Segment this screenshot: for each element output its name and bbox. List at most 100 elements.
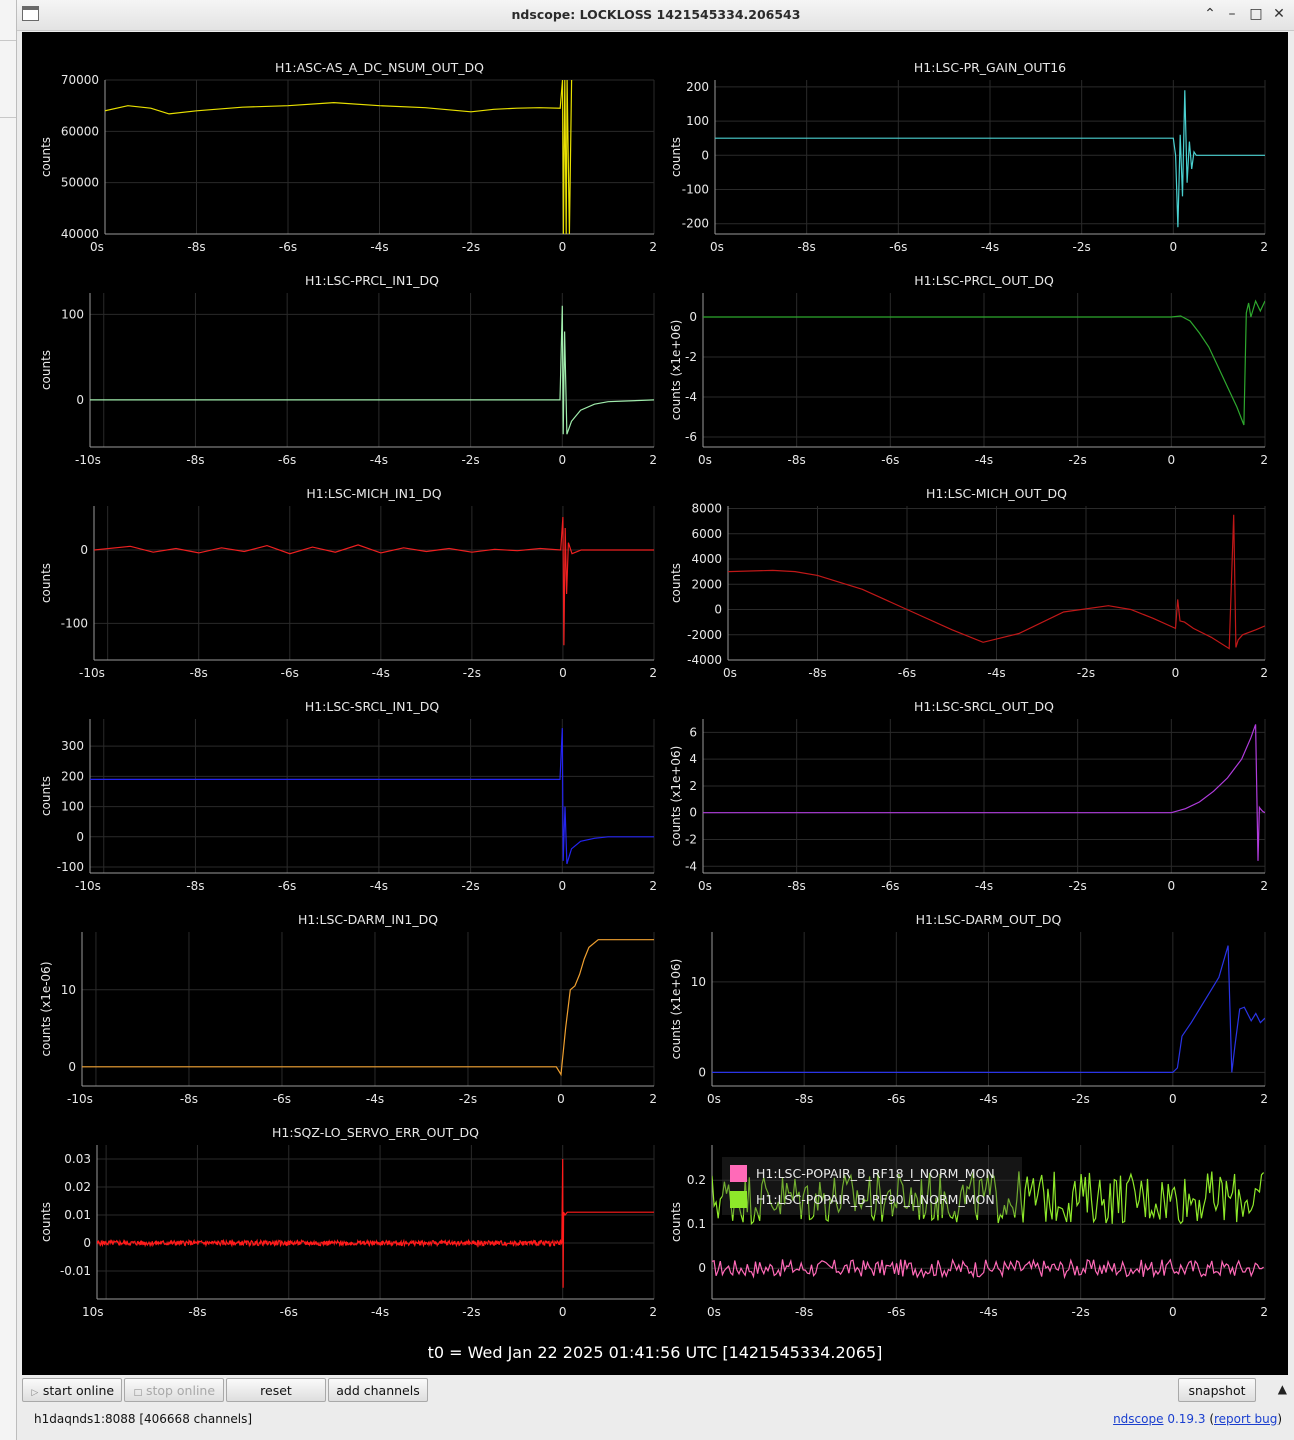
app-window: ndscope: LOCKLOSS 1421545334.206543 ⌃ – … [16, 0, 1294, 1440]
series-line [715, 90, 1265, 228]
x-tick-label: -8s [798, 240, 816, 254]
plot-title: H1:LSC-SRCL_IN1_DQ [305, 699, 440, 714]
x-tick-label: -4s [370, 240, 388, 254]
y-tick-label: -2000 [687, 628, 722, 642]
x-tick-label: 2 [1260, 240, 1268, 254]
legend: H1:LSC-POPAIR_B_RF18_I_NORM_MON H1:LSC-PO… [722, 1157, 1022, 1215]
y-tick-label: -4000 [687, 653, 722, 667]
stop-online-button[interactable]: □ stop online [124, 1378, 224, 1402]
x-tick-label: -8s [180, 1092, 198, 1106]
x-tick-label: -8s [190, 666, 208, 680]
y-tick-label: 300 [61, 739, 84, 753]
plots-canvas[interactable]: H1:ASC-AS_A_DC_NSUM_OUT_DQ70000600005000… [22, 32, 1288, 1332]
report-bug-link[interactable]: report bug [1214, 1412, 1278, 1426]
y-tick-label: 0 [689, 806, 697, 820]
minimize-icon[interactable]: – [1228, 6, 1236, 22]
y-tick-label: -2 [685, 833, 697, 847]
x-tick-label: -2s [1069, 453, 1087, 467]
plot-title: H1:LSC-PRCL_OUT_DQ [914, 273, 1054, 288]
plot-title: H1:LSC-PRCL_IN1_DQ [305, 273, 439, 288]
x-tick-label: -10s [79, 666, 105, 680]
x-tick-label: -8s [187, 240, 205, 254]
version-number: 0.19.3 [1167, 1412, 1206, 1426]
x-tick-label: -2s [1072, 1305, 1090, 1319]
x-tick-label: -6s [278, 879, 296, 893]
y-tick-label: 200 [686, 80, 709, 94]
x-tick-label: -2s [462, 1305, 480, 1319]
y-tick-label: 4 [689, 752, 697, 766]
y-tick-label: 0.01 [64, 1208, 91, 1222]
x-tick-label: 2 [649, 240, 657, 254]
series-line [90, 305, 654, 435]
y-tick-label: 10 [61, 983, 76, 997]
series-line [712, 1258, 1264, 1280]
x-tick-label: 0 [557, 1092, 565, 1106]
x-tick-label: 0s [698, 879, 712, 893]
y-tick-label: 0 [83, 1236, 91, 1250]
x-tick-label: -8s [186, 453, 204, 467]
y-tick-label: -100 [57, 860, 84, 874]
add-channels-button[interactable]: add channels [328, 1378, 428, 1402]
stop-online-label: stop online [145, 1383, 216, 1398]
x-tick-label: -4s [981, 240, 999, 254]
y-tick-label: 0 [701, 148, 709, 162]
y-axis-label: counts (x1e+06) [669, 746, 683, 847]
plot-area[interactable]: H1:ASC-AS_A_DC_NSUM_OUT_DQ 70000 60000 5000… [22, 32, 1288, 1375]
y-axis-label: counts [39, 350, 53, 390]
x-tick-label: -2s [1072, 1092, 1090, 1106]
x-tick-label: -8s [795, 1305, 813, 1319]
x-tick-label: -4s [979, 1305, 997, 1319]
y-axis-label: counts [39, 776, 53, 816]
plot-title: H1:LSC-DARM_OUT_DQ [916, 912, 1062, 927]
legend-swatch [730, 1165, 747, 1182]
y-axis-label: counts [39, 1202, 53, 1242]
maximize-icon[interactable]: □ [1249, 6, 1263, 22]
plot-title: H1:LSC-SRCL_OUT_DQ [914, 699, 1054, 714]
snapshot-button[interactable]: snapshot [1178, 1378, 1256, 1402]
x-tick-label: -10s [75, 453, 101, 467]
y-tick-label: 4000 [691, 552, 722, 566]
collapse-arrow-icon[interactable]: ▲ [1277, 1382, 1287, 1396]
series-line [82, 939, 654, 1077]
x-tick-label: -2s [461, 879, 479, 893]
y-tick-label: 0 [698, 1065, 706, 1079]
x-tick-label: 2 [1260, 879, 1268, 893]
t0-label: t0 = Wed Jan 22 2025 01:41:56 UTC [14215… [427, 1343, 883, 1362]
reset-button[interactable]: reset [226, 1378, 326, 1402]
x-tick-label: -2s [462, 240, 480, 254]
y-tick-label: 40000 [61, 227, 99, 241]
x-tick-label: -8s [795, 1092, 813, 1106]
x-tick-label: 2 [1260, 666, 1268, 680]
x-tick-label: 0 [1168, 453, 1176, 467]
start-online-button[interactable]: ▷ start online [22, 1378, 122, 1402]
plot-title: H1:LSC-MICH_IN1_DQ [306, 486, 441, 501]
x-tick-label: 2 [649, 1092, 657, 1106]
y-tick-label: 2000 [691, 577, 722, 591]
close-icon[interactable]: ✕ [1273, 6, 1285, 22]
plot-title: H1:LSC-PR_GAIN_OUT16 [914, 60, 1066, 75]
start-online-label: start online [42, 1383, 115, 1398]
version-info: ndscope 0.19.3 (report bug) [1113, 1412, 1282, 1426]
x-tick-label: 0 [1170, 240, 1178, 254]
desktop-background-strip [0, 0, 16, 1440]
plot-12: 0.2 0.1 0 0s -8s -6s -4s -2s 0 2 counts H1:LSC-POPA… [669, 1145, 1268, 1319]
x-tick-label: 0 [1169, 1092, 1177, 1106]
x-tick-label: -4s [370, 879, 388, 893]
x-tick-label: -8s [188, 1305, 206, 1319]
plot-11: H1:SQZ-LO_SERVO_ERR_OUT_DQ 0.03 0.02 0.01 0 -… [39, 1125, 657, 1319]
plot-1: H1:ASC-AS_A_DC_NSUM_OUT_DQ 70000 60000 5000… [39, 60, 657, 254]
y-tick-label: 10 [691, 975, 706, 989]
title-bar[interactable]: ndscope: LOCKLOSS 1421545334.206543 ⌃ – … [17, 0, 1294, 31]
x-tick-label: -4s [979, 1092, 997, 1106]
play-icon: ▷ [31, 1388, 39, 1398]
chevron-up-icon[interactable]: ⌃ [1204, 6, 1216, 22]
y-tick-label: 8000 [691, 502, 722, 516]
x-tick-label: -10s [67, 1092, 93, 1106]
x-tick-label: -8s [808, 666, 826, 680]
y-tick-label: 100 [61, 800, 84, 814]
ndscope-link[interactable]: ndscope [1113, 1412, 1164, 1426]
plot-title: H1:SQZ-LO_SERVO_ERR_OUT_DQ [272, 1125, 479, 1140]
x-tick-label: 0s [698, 453, 712, 467]
y-tick-label: 200 [61, 769, 84, 783]
plot-9: H1:LSC-DARM_IN1_DQ 10 0 -10s -8s -6s -4s -2s 0 2 c… [39, 912, 657, 1106]
